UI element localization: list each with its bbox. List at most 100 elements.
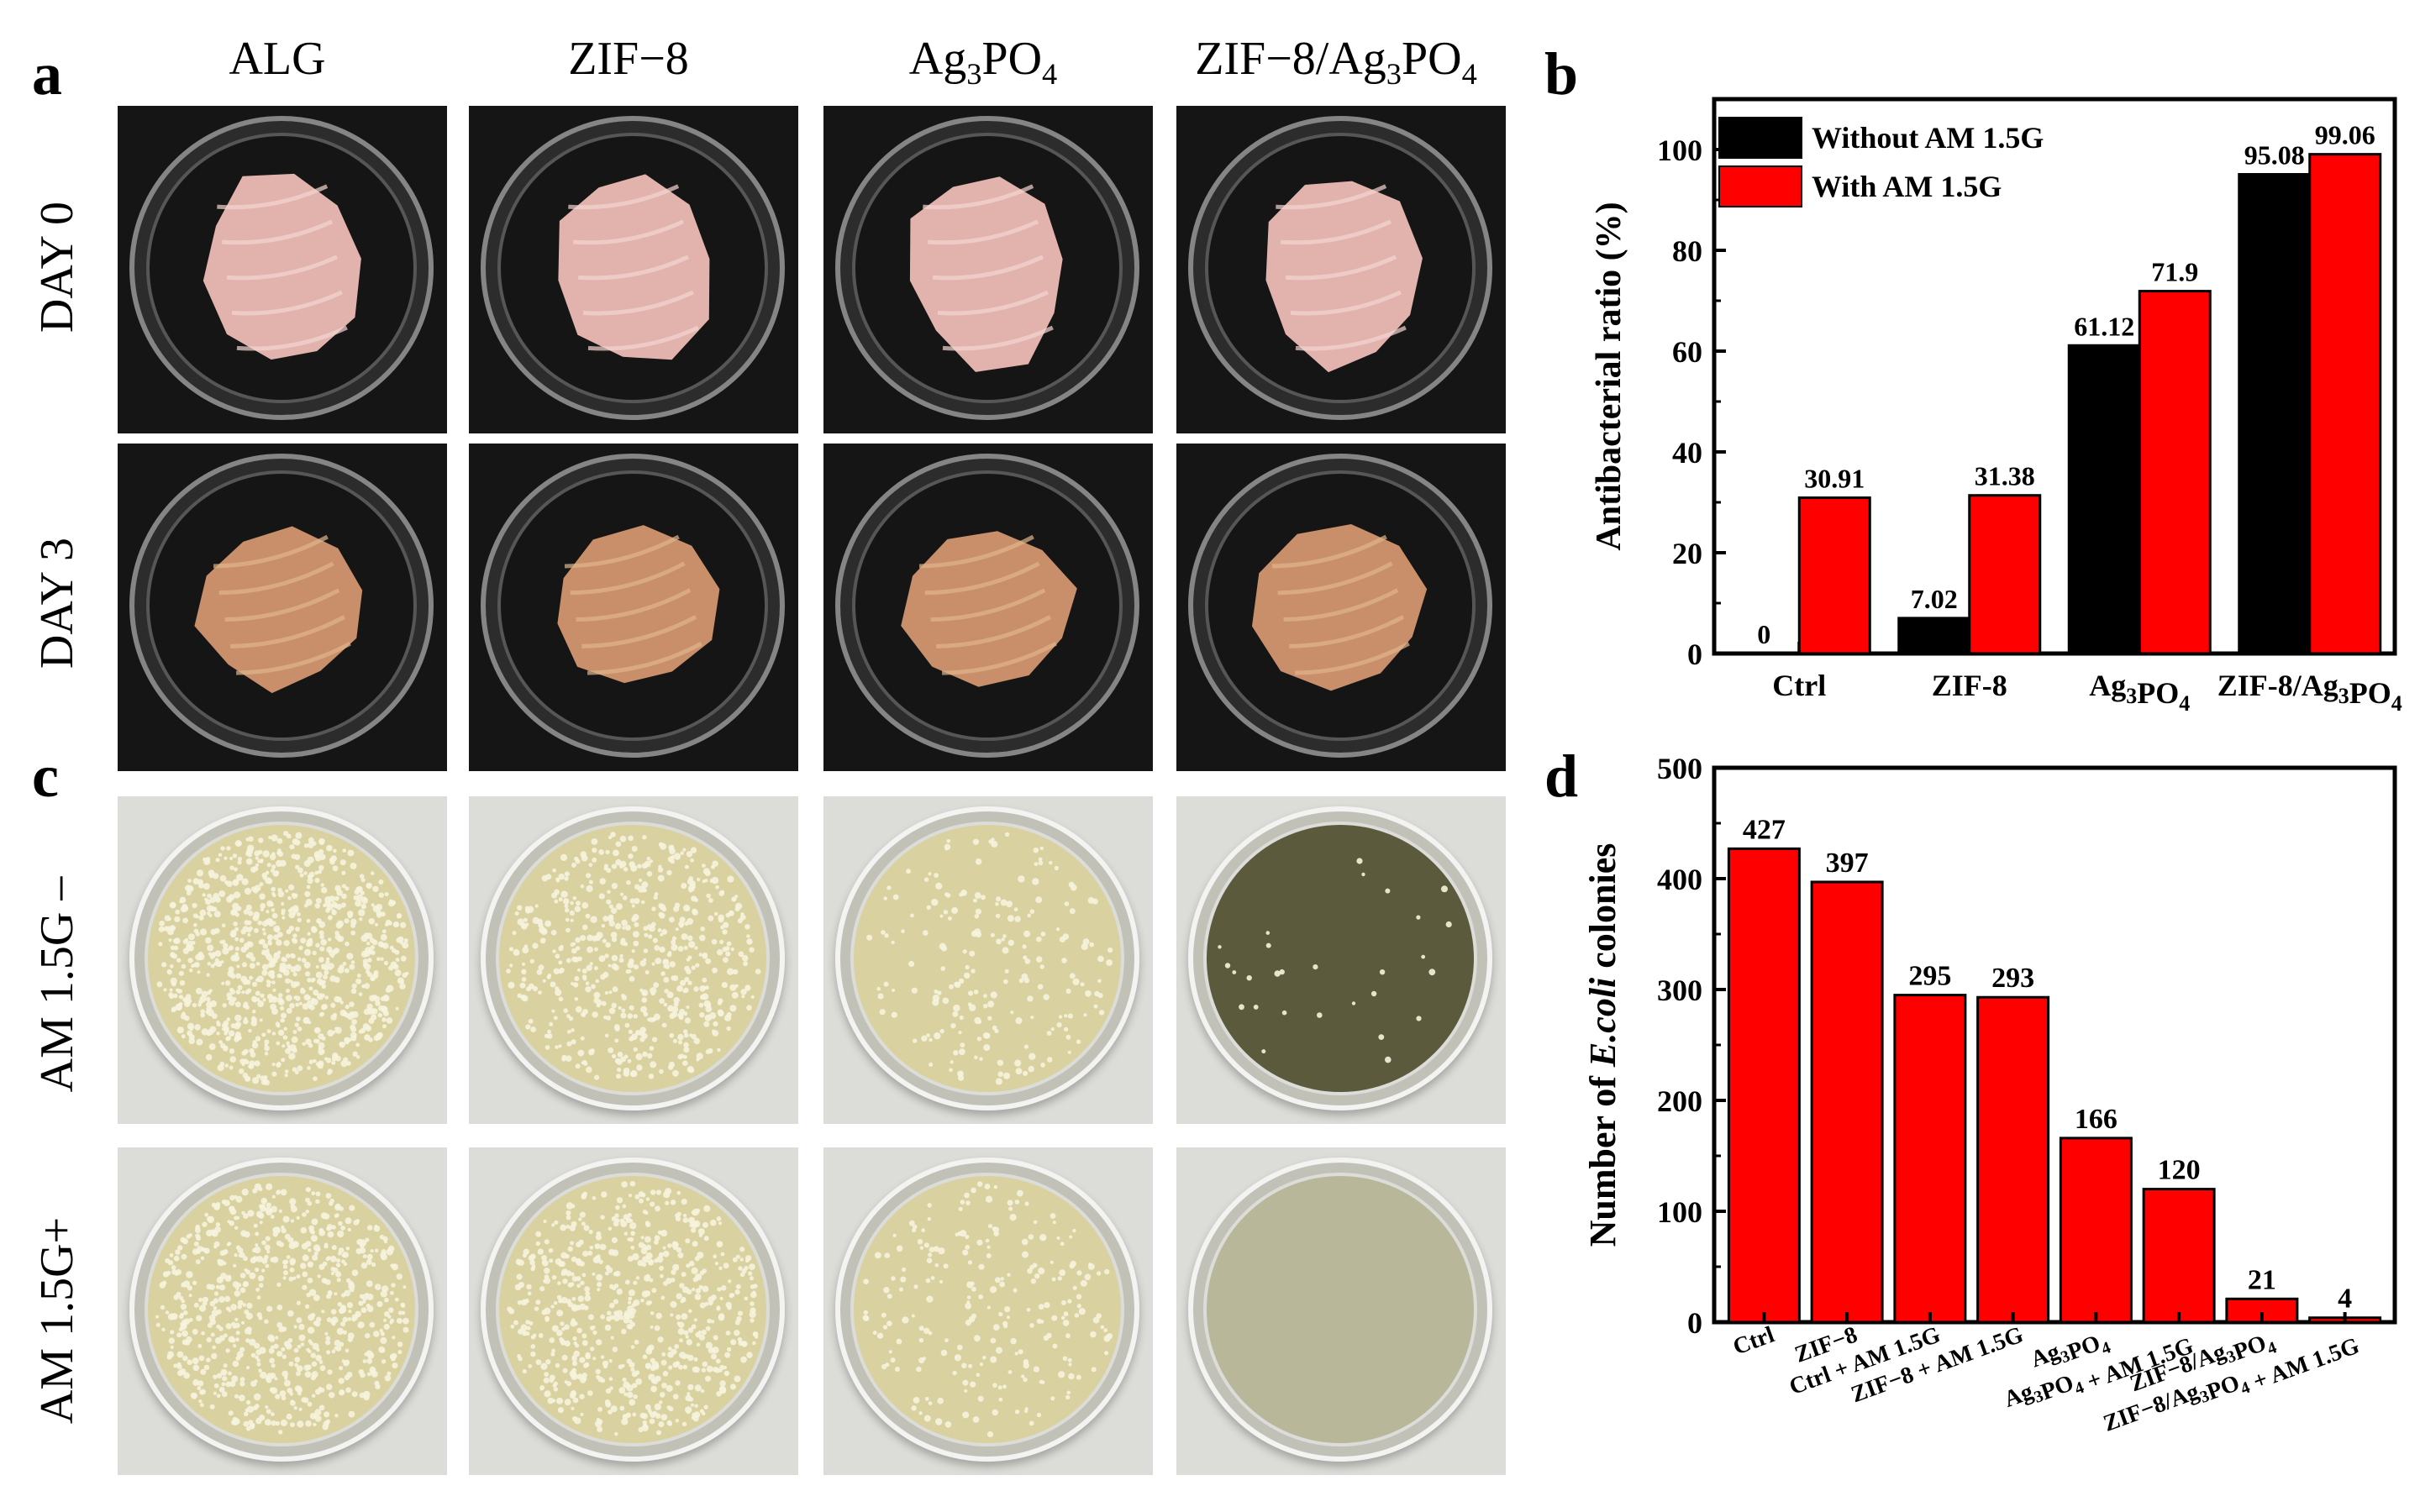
chart-d-ytick-label: 400 xyxy=(1657,863,1702,896)
row-header-am-plus: AM 1.5G+ xyxy=(31,1216,83,1425)
chart-d-category-label: Ctrl xyxy=(1729,1321,1778,1360)
chart-b-ytick-label: 100 xyxy=(1657,134,1702,167)
chart-d: 0 100 200 300 400 500 Number of E.coli colonie… xyxy=(1582,752,2397,1437)
chart-b-bar xyxy=(2067,344,2141,655)
chart-b-data-label: 99.06 xyxy=(2315,120,2375,150)
column-header-zif8-ag3po4: ZIF−8/Ag3PO4 xyxy=(1195,33,1477,92)
petri-dish xyxy=(1188,454,1492,758)
column-header-zif8: ZIF−8 xyxy=(568,33,689,85)
plate-photo xyxy=(1176,1147,1506,1475)
chart-b-category-label: ZIF-8 xyxy=(1932,669,2007,702)
chart-b-data-label: 30.91 xyxy=(1804,464,1865,494)
chart-b-data-label: 61.12 xyxy=(2074,311,2134,341)
meat-sample xyxy=(1251,523,1428,691)
chart-b-legend-swatch xyxy=(1718,165,1802,207)
chart-b-category-label: Ctrl xyxy=(1772,669,1826,702)
chart-b-ylabel: Antibacterial ratio (%) xyxy=(1590,202,1628,550)
petri-dish xyxy=(129,806,434,1110)
chart-b-bar xyxy=(2238,173,2312,655)
chart-b: 0 20 40 60 80 100 Antibacterial ratio (%) 0 30.9… xyxy=(1590,97,2402,716)
petri-dish xyxy=(835,806,1139,1110)
chart-d-bar xyxy=(2059,1137,2133,1324)
chart-b-legend-swatch xyxy=(1718,117,1802,159)
chart-b-data-label: 95.08 xyxy=(2244,140,2305,171)
petri-dish xyxy=(481,806,785,1110)
meat-photo xyxy=(1176,444,1506,771)
chart-d-ytick-label: 300 xyxy=(1657,974,1702,1007)
chart-d-data-label: 293 xyxy=(1991,963,2034,994)
chart-b-legend-label: Without AM 1.5G xyxy=(1812,121,2044,155)
meat-sample xyxy=(901,531,1077,687)
row-header-day0: DAY 0 xyxy=(31,201,83,333)
chart-b-data-label: 7.02 xyxy=(1911,584,1958,614)
plate-photo xyxy=(469,1147,798,1475)
meat-photo xyxy=(823,106,1153,433)
chart-d-bar xyxy=(1893,994,1967,1324)
meat-sample xyxy=(203,173,361,360)
meat-photo xyxy=(118,106,447,433)
chart-b-ytick-label: 20 xyxy=(1672,537,1702,570)
chart-b-ytick-label: 60 xyxy=(1672,335,1702,369)
meat-photo xyxy=(823,444,1153,771)
panel-letter-a: a xyxy=(32,40,62,108)
agar-plate xyxy=(1207,825,1474,1092)
chart-d-data-label: 427 xyxy=(1743,814,1786,845)
panel-letter-d: d xyxy=(1544,743,1579,810)
chart-d-bar xyxy=(1976,995,2050,1324)
chart-d-ytick-label: 200 xyxy=(1657,1084,1702,1118)
petri-dish xyxy=(129,116,434,420)
chart-d-ytick-label: 100 xyxy=(1657,1195,1702,1229)
meat-photo xyxy=(1176,106,1506,433)
chart-d-data-label: 166 xyxy=(2075,1104,2118,1135)
plate-photo xyxy=(1176,796,1506,1124)
meat-photo xyxy=(469,444,798,771)
petri-dish xyxy=(835,454,1139,758)
petri-dish xyxy=(1188,806,1492,1110)
chart-b-data-label: 71.9 xyxy=(2151,257,2198,287)
plate-photo xyxy=(118,796,447,1124)
row-header-am-minus: AM 1.5G – xyxy=(31,876,83,1093)
chart-b-bar xyxy=(1968,494,2042,655)
chart-d-data-label: 120 xyxy=(2158,1155,2201,1186)
chart-d-bar xyxy=(1727,847,1801,1324)
chart-b-ytick-label: 40 xyxy=(1672,436,1702,470)
panel-letter-b: b xyxy=(1544,40,1579,108)
chart-d-bar xyxy=(1810,880,1884,1324)
petri-dish xyxy=(481,454,785,758)
chart-b-data-label: 0 xyxy=(1757,619,1770,649)
meat-sample xyxy=(194,526,363,694)
chart-d-data-label: 295 xyxy=(1908,961,1951,992)
petri-dish xyxy=(835,116,1139,420)
meat-photo xyxy=(469,106,798,433)
chart-b-ytick-label: 0 xyxy=(1687,638,1702,671)
chart-b-legend-label: With AM 1.5G xyxy=(1812,170,2002,203)
petri-dish xyxy=(481,116,785,420)
chart-b-bar xyxy=(2138,290,2212,655)
petri-dish xyxy=(129,454,434,758)
panel-letter-c: c xyxy=(32,743,59,810)
chart-d-ytick-label: 0 xyxy=(1687,1306,1702,1340)
petri-dish xyxy=(1188,116,1492,420)
column-header-ag3po4: Ag3PO4 xyxy=(908,33,1058,92)
chart-b-bar xyxy=(1897,617,1971,655)
chart-b-bar xyxy=(1797,496,1871,655)
chart-d-ylabel: Number of E.coli colonies xyxy=(1582,843,1623,1247)
chart-b-ytick-label: 80 xyxy=(1672,234,1702,268)
meat-sample xyxy=(1265,181,1423,373)
petri-dish xyxy=(129,1158,434,1462)
meat-sample xyxy=(558,174,710,360)
petri-dish xyxy=(835,1158,1139,1462)
chart-d-bar xyxy=(2142,1188,2216,1324)
agar-plate xyxy=(1207,1176,1474,1443)
chart-b-bar xyxy=(2308,153,2382,655)
petri-dish xyxy=(1188,1158,1492,1462)
chart-b-category-label: ZIF-8/Ag3PO4 xyxy=(2217,669,2402,716)
chart-d-data-label: 21 xyxy=(2248,1264,2276,1295)
chart-d-data-label: 4 xyxy=(2338,1284,2352,1315)
row-header-day3: DAY 3 xyxy=(31,537,83,669)
agar-plate xyxy=(854,1176,1121,1443)
plate-photo xyxy=(118,1147,447,1475)
plate-photo xyxy=(469,796,798,1124)
chart-b-data-label: 31.38 xyxy=(1975,461,2035,491)
chart-b-category-label: Ag3PO4 xyxy=(2089,669,2190,716)
